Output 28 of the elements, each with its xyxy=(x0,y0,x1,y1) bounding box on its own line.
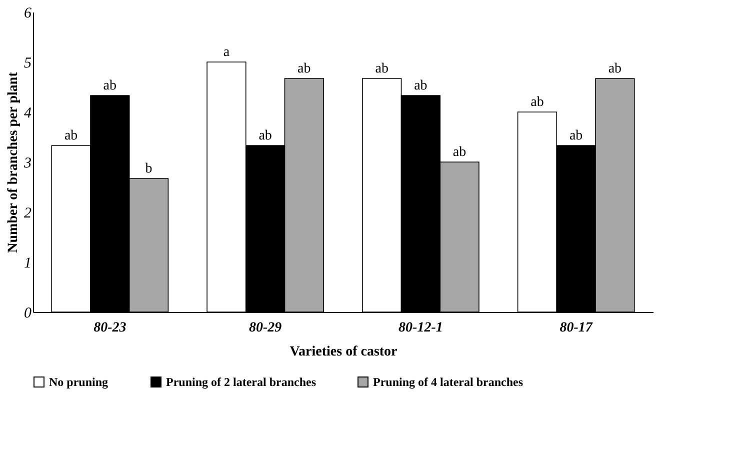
data-label: ab xyxy=(569,128,583,144)
y-tick-label: 2 xyxy=(24,206,32,222)
data-label: ab xyxy=(64,128,78,144)
y-tick-label: 5 xyxy=(24,56,32,72)
x-axis-title: Varieties of castor xyxy=(290,344,398,360)
data-label: ab xyxy=(103,78,117,94)
data-label: ab xyxy=(414,78,428,94)
legend-label: Pruning of 2 lateral branches xyxy=(166,375,316,389)
y-axis-title: Number of branches per plant xyxy=(6,72,21,253)
data-label: b xyxy=(145,162,152,176)
data-label: ab xyxy=(608,62,622,76)
x-tick-label: 80-29 xyxy=(248,320,282,336)
y-tick-label: 0 xyxy=(24,306,32,322)
data-label: ab xyxy=(375,62,388,76)
legend-label: No pruning xyxy=(49,375,108,389)
y-tick-label: 3 xyxy=(23,156,32,172)
x-tick-label: 80-23 xyxy=(94,320,126,336)
x-tick-label: 80-17 xyxy=(560,320,594,336)
data-label: ab xyxy=(298,62,311,76)
data-label: ab xyxy=(530,95,544,110)
legend-label: Pruning of 4 lateral branches xyxy=(373,375,524,389)
data-label: ab xyxy=(258,128,272,144)
data-label: ab xyxy=(452,145,466,160)
y-tick-label: 4 xyxy=(24,106,32,122)
y-tick-label: 1 xyxy=(24,256,32,272)
y-tick-label: 6 xyxy=(24,6,32,22)
data-label: a xyxy=(223,45,230,60)
x-tick-label: 80-12-1 xyxy=(398,320,443,336)
